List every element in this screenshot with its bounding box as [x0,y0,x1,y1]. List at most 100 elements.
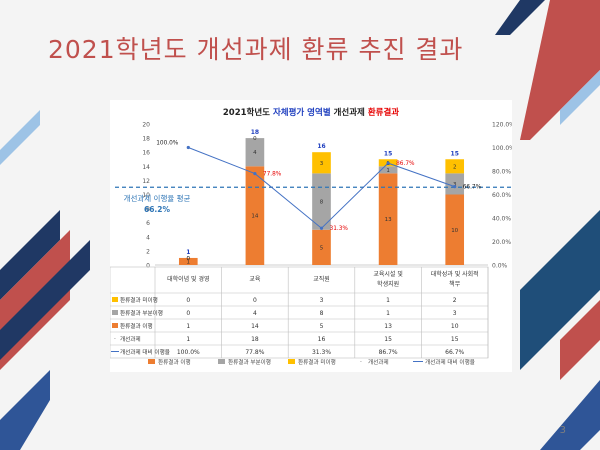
table-legend-swatch [112,310,118,315]
deco-stripe-left-bottom [0,370,50,450]
table-cell: 14 [251,323,259,330]
deco-stripe-right-lightblue [560,70,600,125]
chart-title-part: 자체평가 영역별 [273,107,331,118]
table-cell: 15 [384,336,392,343]
table-cell: 18 [251,336,259,343]
rate-value-label: 77.8% [263,172,282,178]
bar-환류결과 부분이행 [245,138,265,167]
table-legend-swatch [112,297,118,302]
chart: 2021학년도 자체평가 영역별 개선과제 환류결과02468101214161… [109,107,516,366]
table-cell: 4 [253,310,257,317]
table-cell: 0 [186,297,190,304]
bar-value-label: 3 [453,182,457,188]
table-cell: 3 [453,310,457,317]
bar-value-label: 13 [385,217,392,223]
table-cell: 16 [318,336,326,343]
bar-value-label: 0 [187,256,191,262]
table-cell: 0 [253,297,257,304]
table-cell: 1 [386,297,390,304]
bar-환류결과 미이행 [312,152,331,174]
category-label: 학생지원 [377,280,399,288]
table-row-label: 환류결과 이행 [120,322,153,330]
chart-title-part: 개선과제 [331,107,368,118]
table-row-label: 환류결과 미이행 [120,296,158,304]
deco-stripe-right-navy2 [520,210,600,370]
rate-point [319,226,324,230]
bar-value-label: 10 [451,228,458,234]
table-cell: 31.3% [312,349,331,356]
bar-환류결과 부분이행 [378,166,398,174]
y-left-tick-label: 0 [146,263,150,270]
average-label: 개선과제 이행율 평균 [124,193,191,203]
table-legend-marker: · [114,336,116,343]
bar-value-label: 4 [253,150,257,156]
bar-환류결과 이행 [245,166,265,265]
y-left-tick-label: 16 [142,150,150,157]
bar-value-label: 2 [453,164,457,170]
total-value-label: 16 [317,143,325,150]
table-cell: 0 [186,310,190,317]
legend-label: 환류결과 부분이행 [228,358,271,366]
table-cell: 5 [320,323,324,330]
legend-swatch [218,359,225,364]
bar-value-label: 0 [187,256,191,262]
y-right-tick-label: 20.0% [492,239,511,246]
bar-value-label: 3 [320,161,324,167]
table-row-label: 개선과제 대비 이행율 [120,348,170,356]
average-value-label: 66.2% [144,205,171,214]
bar-value-label: 1 [187,259,191,265]
y-right-tick-label: 80.0% [492,169,511,176]
table-cell: 3 [320,297,324,304]
category-label: 교직원 [313,275,330,283]
rate-point [186,145,190,150]
y-right-tick-label: 0.0% [492,263,508,270]
table-row-label: 환류결과 부분이행 [120,309,163,317]
bar-value-label: 14 [251,214,258,220]
category-label: 교육 [249,276,261,283]
table-cell: 1 [186,336,190,343]
y-left-tick-label: 14 [142,164,150,171]
total-value-label: 15 [384,150,392,157]
category-label: 대학성과 및 사회적 [431,270,479,278]
y-left-tick-label: 6 [146,220,150,227]
deco-stripe-right-navy [495,0,545,35]
deco-stripe-left-navy2 [0,240,90,360]
chart-title-part: 2021학년도 [223,107,273,118]
bar-환류결과 이행 [445,194,465,265]
legend-label: 환류결과 미이행 [298,358,336,366]
legend-label: 개선과제 [368,358,389,366]
category-label: 교육시설 및 [373,270,403,278]
table-cell: 1 [186,323,190,330]
rate-value-label: 100.0% [156,141,179,147]
table-cell: 77.8% [245,349,264,356]
legend-label: 개선과제 대비 이행율 [425,358,475,366]
bar-value-label: 5 [320,245,324,251]
y-left-tick-label: 2 [146,248,150,255]
deco-stripe-right-red2 [560,300,600,380]
y-right-tick-label: 120.0% [492,122,512,129]
table-row-label: 개선과제 [120,335,141,343]
bar-value-label: 1 [386,168,390,174]
deco-stripe-left-navy [0,210,60,300]
bar-환류결과 이행 [178,257,198,265]
table-cell: 15 [451,336,459,343]
table-cell: 10 [451,323,459,330]
chart-container: 2021학년도 자체평가 영역별 개선과제 환류결과 0 2 4 6 8 10 12 14 16 1… [109,100,516,372]
bar-value-label: 8 [320,200,324,206]
rate-value-label: 66.7% [463,185,482,191]
bar-환류결과 미이행 [445,159,465,174]
table-cell: 13 [384,323,392,330]
bar-value-label: 0 [253,136,257,142]
rate-point [453,185,457,189]
y-left-tick-label: 12 [142,178,150,185]
table-cell: 100.0% [177,349,200,356]
chart-title: 2021학년도 자체평가 영역별 개선과제 환류결과 [223,107,399,118]
legend-label: 환류결과 이행 [158,358,191,366]
total-value-label: 18 [251,129,259,136]
y-left-tick-label: 8 [146,206,150,213]
slide-title: 2021학년도 개선과제 환류 추진 결과 [48,35,464,64]
y-left-tick-label: 4 [146,234,150,241]
rate-point [386,161,390,165]
deco-stripe-left-lightblue [0,110,40,165]
